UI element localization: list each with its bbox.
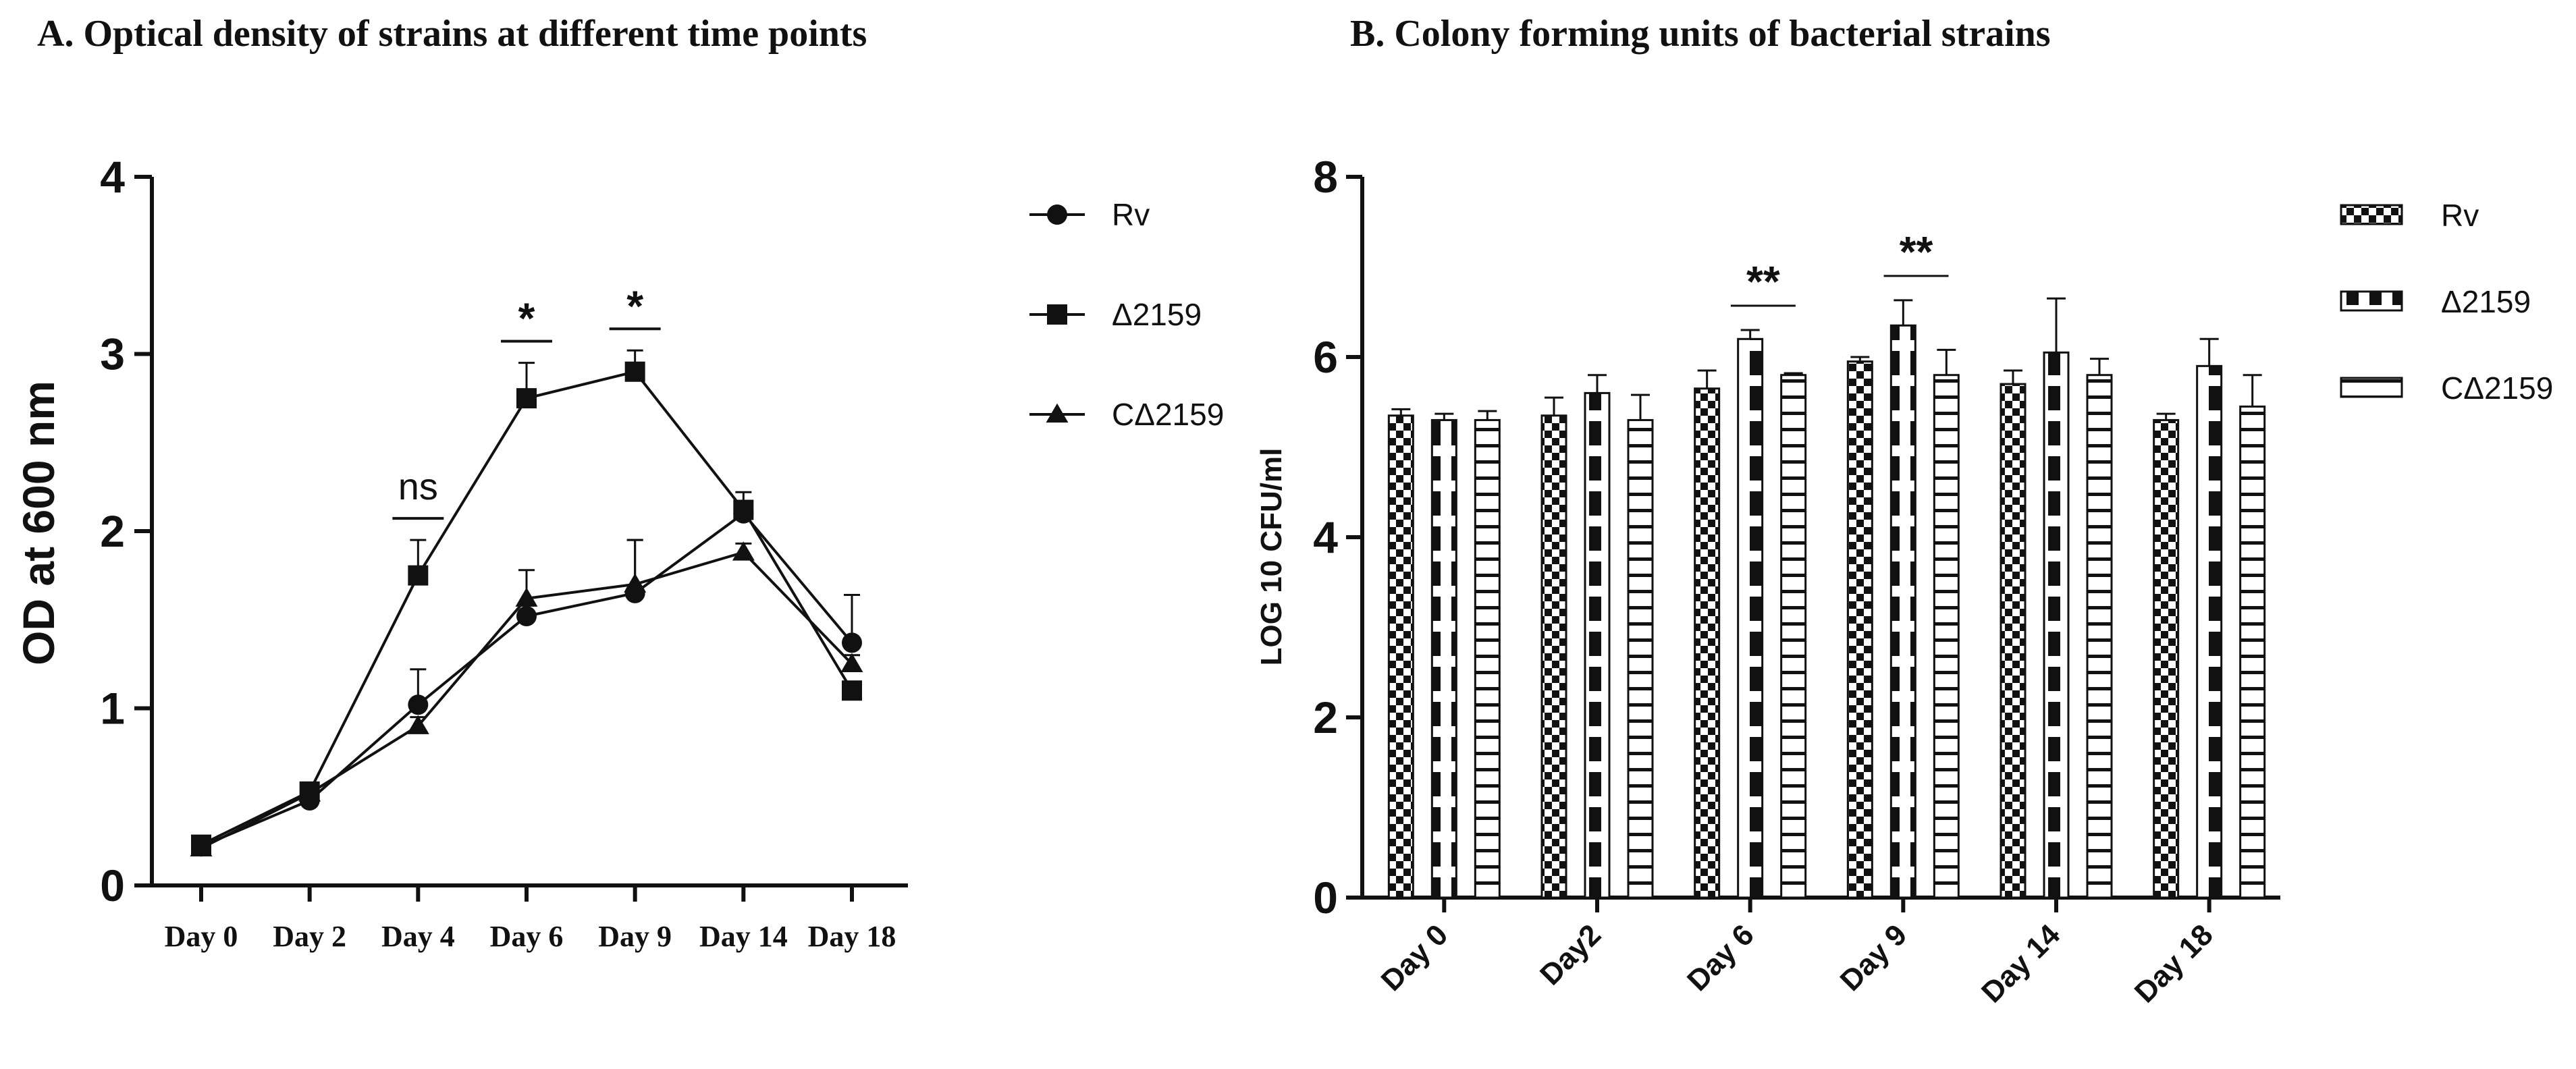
panel-b-bar: [2153, 418, 2180, 899]
panel-a-significance-label: ns: [398, 465, 438, 508]
panel-b-y-ticks: 0 2 4 6 8: [1313, 152, 1362, 923]
panel-b-x-tick-label: Day 0: [1375, 918, 1455, 997]
panel-b-bar: [1387, 414, 1414, 899]
panel-b-x-tick-label: Day2: [1534, 918, 1607, 991]
panel-b-y-axis-label: LOG 10 CFU/ml: [1255, 448, 1288, 666]
panel-b-y-tick-label: 8: [1313, 152, 1338, 202]
panel-b-bar: [2086, 374, 2113, 899]
panel-b-bar: [2000, 383, 2027, 899]
panel-a-data-point: [516, 388, 537, 409]
panel-a-y-tick-label: 1: [100, 684, 125, 734]
panel-a-legend-label: Δ2159: [1112, 297, 1202, 332]
panel-b-x-tick-label: Day 14: [1975, 918, 2066, 1009]
panel-b-legend-swatch: [2340, 377, 2403, 398]
panel-b-annotations: ** **: [1730, 227, 1949, 307]
panel-b-bar: [1889, 324, 1916, 899]
panel-a-title: A. Optical density of strains at differe…: [37, 13, 867, 55]
panel-b-bar: [1933, 374, 1960, 899]
panel-a-line-chart: A. Optical density of strains at differe…: [14, 13, 1224, 953]
panel-a-legend-marker: [1046, 403, 1069, 423]
panel-a-x-ticks: Day 0 Day 2 Day 4 Day 6 Day 9 Day 14 Day 18: [165, 885, 896, 953]
panel-a-y-tick-label: 0: [100, 860, 125, 910]
panel-a-data-point: [840, 653, 863, 673]
panel-a-x-tick-label: Day 2: [273, 920, 346, 953]
panel-b-legend-label: CΔ2159: [2441, 371, 2553, 406]
panel-b-error-bars: [1391, 297, 2262, 420]
panel-b-title: B. Colony forming units of bacterial str…: [1350, 13, 2051, 55]
panel-b-x-tick-label: Day 9: [1834, 918, 1914, 997]
panel-a-data-point: [842, 680, 862, 701]
panel-a-x-tick-label: Day 14: [699, 920, 788, 953]
panel-a-data-point: [733, 499, 754, 520]
panel-a-data-point: [842, 632, 862, 653]
panel-a-data-point: [624, 573, 647, 593]
panel-b-bar: [1540, 414, 1567, 899]
panel-a-y-tick-label: 4: [100, 152, 125, 202]
panel-a-data-point: [406, 715, 429, 734]
panel-a-data-point: [516, 606, 537, 626]
panel-b-legend-swatch: [2340, 204, 2403, 225]
panel-b-bar: [2043, 351, 2070, 899]
panel-a-annotations: ns * *: [392, 281, 661, 520]
panel-b-y-tick-label: 2: [1313, 692, 1338, 742]
panel-b-y-tick-label: 6: [1313, 332, 1338, 382]
panel-b-bar: [1584, 391, 1611, 899]
panel-a-data-point: [624, 361, 645, 382]
panel-a-data-point: [408, 565, 429, 586]
panel-b-legend-swatch: [2340, 290, 2403, 312]
panel-a-x-tick-label: Day 0: [165, 920, 238, 953]
panel-b-legend-label: Rv: [2441, 198, 2479, 233]
panel-b-bar-chart: B. Colony forming units of bacterial str…: [1255, 13, 2553, 1009]
panel-b-bar: [1474, 418, 1501, 899]
panel-b-x-tick-label: Day 6: [1681, 918, 1761, 997]
panel-a-legend-marker: [1047, 304, 1067, 325]
panel-b-bar: [1846, 360, 1873, 899]
panel-a-significance-label: *: [626, 281, 643, 330]
panel-b-legend-label: Δ2159: [2441, 284, 2531, 319]
panel-a-data-point: [190, 837, 213, 857]
panel-b-bar: [1627, 418, 1654, 899]
panel-a-x-tick-label: Day 6: [490, 920, 564, 953]
panel-a-legend-label: Rv: [1112, 197, 1150, 232]
panel-a-legend: Rv Δ2159 CΔ2159: [1029, 197, 1224, 432]
panel-a-y-axis-label: OD at 600 nm: [14, 381, 63, 665]
panel-a-x-tick-label: Day 9: [598, 920, 672, 953]
panel-b-bar: [1694, 387, 1721, 899]
panel-b-bar: [2239, 405, 2266, 899]
panel-a-data-point: [408, 694, 429, 715]
panel-b-significance-label: **: [1900, 227, 1933, 276]
panel-a-legend-label: CΔ2159: [1112, 397, 1224, 432]
panel-a-y-tick-label: 2: [100, 506, 125, 556]
panel-a-y-tick-label: 3: [100, 329, 125, 379]
panel-b-y-tick-label: 4: [1313, 512, 1338, 562]
panel-a-legend-marker: [1047, 204, 1067, 225]
panel-a-data-point: [732, 541, 755, 561]
panel-a-data-point: [298, 782, 321, 802]
panel-b-bar: [1780, 374, 1807, 899]
panel-a-x-tick-label: Day 4: [381, 920, 455, 953]
panel-b-legend: Rv Δ2159 CΔ2159: [2340, 198, 2553, 406]
panel-a-x-tick-label: Day 18: [808, 920, 896, 953]
panel-a-axes: [150, 177, 908, 887]
panel-a-significance-label: *: [518, 294, 535, 343]
panel-b-bars: [1387, 324, 2266, 899]
panel-b-bar: [2196, 364, 2223, 899]
panel-b-significance-label: **: [1746, 257, 1780, 306]
panel-a-markers: [190, 361, 863, 857]
panel-b-bar: [1430, 418, 1457, 899]
panel-b-x-ticks: Day 0 Day2 Day 6 Day 9 Day 14 Day 18: [1375, 898, 2220, 1009]
panel-b-x-tick-label: Day 18: [2128, 918, 2220, 1009]
panel-b-bar: [1737, 337, 1764, 899]
panel-a-y-ticks: 0 1 2 3 4: [100, 152, 152, 910]
panel-b-y-tick-label: 0: [1313, 873, 1338, 923]
panel-a-data-point: [515, 587, 538, 607]
